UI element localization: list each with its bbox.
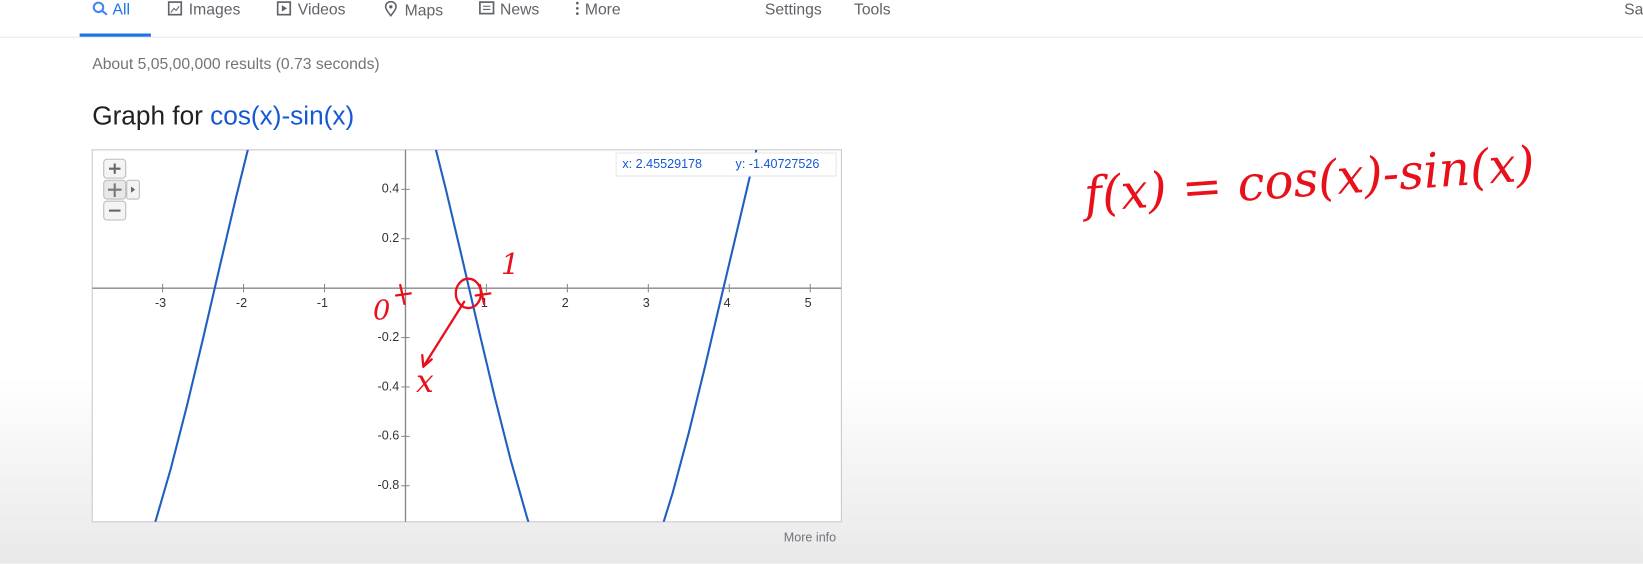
tab-label: Images — [188, 1, 241, 19]
videos-icon — [276, 1, 292, 16]
y-tick-label: -0.2 — [378, 330, 400, 344]
active-tab-bar — [79, 33, 151, 37]
tools-link[interactable]: Tools — [853, 1, 891, 19]
handwritten-one: 1 — [501, 247, 520, 281]
more-info-link[interactable]: More info — [783, 530, 837, 545]
handwritten-zero: 0 — [373, 296, 390, 327]
x-tick-label: 2 — [562, 296, 569, 310]
settings-link[interactable]: Settings — [764, 1, 822, 19]
y-tick-label: 0.2 — [382, 231, 399, 245]
more-icon — [575, 1, 579, 15]
nav-tab[interactable]: News — [479, 1, 539, 19]
nav-tab[interactable]: All — [92, 1, 130, 19]
images-icon — [167, 1, 183, 16]
tab-label: Videos — [297, 1, 346, 19]
heading-prefix: Graph for — [92, 101, 203, 131]
result-stats: About 5,05,00,000 results (0.73 seconds) — [92, 55, 380, 74]
readout-box — [615, 152, 837, 177]
x-tick-label: -3 — [155, 296, 166, 310]
y-tick-label: 0.4 — [382, 182, 399, 196]
account-link[interactable]: Sa — [1624, 1, 1643, 19]
tab-label: Maps — [404, 2, 444, 20]
zoom-controls[interactable] — [103, 158, 140, 221]
x-tick-label: -2 — [236, 296, 247, 310]
x-tick-label: 5 — [805, 296, 812, 310]
nav-divider — [0, 36, 1643, 38]
x-tick-label: 3 — [643, 296, 650, 310]
heading-query[interactable]: cos(x)-sin(x) — [210, 101, 355, 131]
tab-label: More — [584, 1, 621, 19]
readout-x: x: 2.45529178 — [622, 157, 702, 171]
search-icon — [92, 1, 108, 16]
nav-tab[interactable]: More — [574, 1, 621, 19]
nav-tab[interactable]: Videos — [276, 1, 346, 19]
y-tick-label: -0.8 — [378, 478, 400, 492]
handwritten-x: x — [416, 364, 434, 400]
graph-heading: Graph for cos(x)-sin(x) — [92, 102, 354, 132]
readout-y: y: -1.40727526 — [736, 157, 820, 171]
maps-icon — [384, 0, 397, 17]
x-tick-label: -1 — [317, 296, 328, 310]
tab-label: All — [112, 1, 130, 19]
plot-frame — [91, 149, 842, 523]
y-tick-label: -0.6 — [378, 429, 400, 443]
x-tick-label: 4 — [724, 296, 731, 310]
handwritten-formula: f(x) = cos(x)-sin(x) — [1079, 136, 1536, 224]
nav-tab[interactable]: Images — [167, 1, 241, 19]
news-icon — [479, 1, 495, 15]
tab-label: News — [499, 1, 540, 19]
nav-tab[interactable]: Maps — [383, 0, 444, 20]
y-tick-label: -0.4 — [378, 379, 400, 393]
handwritten-marks — [394, 277, 492, 368]
